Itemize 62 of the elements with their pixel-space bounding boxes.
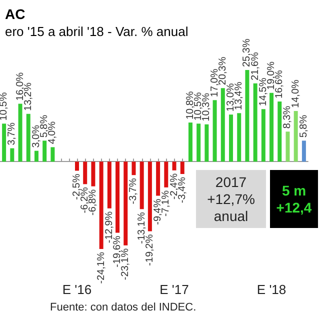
bar bbox=[34, 150, 38, 162]
bar bbox=[212, 100, 217, 162]
bar bbox=[180, 162, 184, 174]
data-label: 20,3% bbox=[217, 56, 228, 86]
bar bbox=[2, 124, 6, 162]
bar bbox=[237, 113, 242, 162]
data-label: 16,6% bbox=[274, 70, 286, 99]
chart-subtitle: ero '15 a abril '18 - Var. % anual bbox=[5, 24, 188, 39]
bar bbox=[261, 109, 266, 162]
bar bbox=[196, 124, 201, 162]
data-label: 10,5% bbox=[0, 92, 10, 121]
x-tick-label: E '16 bbox=[62, 282, 92, 297]
bar bbox=[99, 162, 104, 249]
bar bbox=[26, 114, 30, 162]
bar bbox=[148, 162, 152, 232]
x-tick-label: E '18 bbox=[256, 282, 286, 297]
data-label: 21,6% bbox=[250, 52, 261, 80]
bar bbox=[164, 162, 168, 188]
bar bbox=[204, 124, 209, 162]
bar bbox=[270, 92, 274, 162]
bar bbox=[294, 110, 298, 162]
bar bbox=[253, 83, 258, 162]
bar bbox=[140, 162, 144, 210]
bar bbox=[116, 162, 120, 233]
bar bbox=[91, 162, 96, 186]
bar bbox=[107, 162, 112, 208]
data-label: 4,0% bbox=[47, 121, 58, 144]
data-label: 5,8% bbox=[298, 114, 310, 138]
bar bbox=[83, 162, 88, 184]
bar bbox=[132, 162, 136, 176]
data-label: 14,5% bbox=[258, 78, 269, 106]
x-tick-label: E '17 bbox=[160, 282, 189, 297]
bar bbox=[156, 162, 160, 196]
chart-title: AC bbox=[5, 6, 26, 22]
bar bbox=[302, 140, 306, 162]
bar bbox=[286, 132, 290, 162]
bar bbox=[75, 162, 79, 171]
data-label: -23,1% bbox=[120, 248, 132, 280]
bar bbox=[188, 122, 192, 162]
bar bbox=[50, 147, 55, 162]
bar bbox=[278, 102, 282, 162]
bar bbox=[10, 148, 14, 162]
bar bbox=[245, 70, 250, 162]
bar bbox=[220, 88, 225, 162]
bar bbox=[124, 162, 128, 246]
bar bbox=[172, 162, 176, 170]
bar bbox=[229, 114, 233, 162]
data-label: -24,1% bbox=[96, 252, 107, 284]
annotation: 2017 +12,7% anual bbox=[207, 174, 255, 224]
annotation: 5 m +12,4 bbox=[276, 182, 312, 216]
source-note: Fuente: con datos del INDEC. bbox=[50, 302, 196, 314]
data-label: 3,0% bbox=[30, 124, 42, 148]
data-label: 14,0% bbox=[290, 79, 302, 108]
data-label: 13,0% bbox=[226, 83, 236, 112]
data-label: -3,7% bbox=[128, 178, 140, 204]
data-label: 3,7% bbox=[6, 122, 18, 146]
data-label: 8,3% bbox=[282, 106, 294, 129]
data-label: 13,4% bbox=[234, 82, 245, 110]
data-label: -6,8% bbox=[88, 189, 99, 216]
data-label: 10,8% bbox=[184, 91, 196, 120]
bar bbox=[18, 104, 22, 162]
bar bbox=[42, 140, 47, 162]
